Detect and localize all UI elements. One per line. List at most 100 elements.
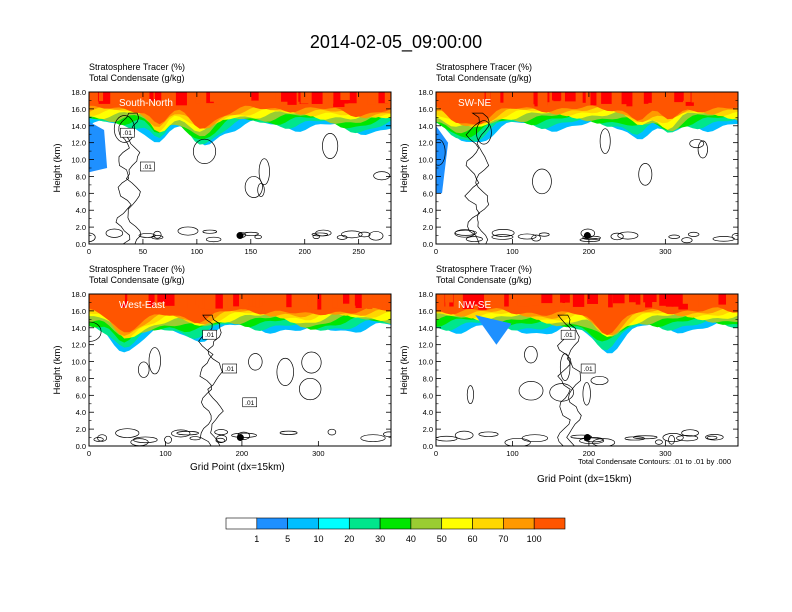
condensate-cell-contour (189, 436, 201, 441)
condensate-cell-contour (706, 435, 718, 440)
condensate-cell-contour (579, 237, 601, 242)
tracer-cell (242, 294, 249, 310)
condensate-cell-contour (301, 351, 322, 374)
contour-note: Total Condensate Contours: .01 to .01 by… (578, 457, 732, 466)
tracer-cell (454, 294, 463, 309)
x-tick-label: 0 (434, 247, 438, 256)
condensate-cell-contour (311, 232, 329, 237)
panel-name: NW-SE (458, 300, 491, 311)
tracer-cell (718, 294, 727, 305)
y-tick-label: 16.0 (71, 105, 86, 114)
tracer-cell (372, 294, 385, 303)
tracer-cell (355, 294, 362, 309)
colorbar-label: 30 (375, 534, 385, 544)
tracer-cell (462, 294, 474, 309)
y-tick-label: 8.0 (76, 172, 86, 181)
colorbar-swatch (410, 517, 443, 530)
tracer-cell (236, 92, 248, 104)
x-tick-label: 200 (583, 247, 596, 256)
contour-label: .01 (123, 130, 132, 137)
panel2-label-line2: Total Condensate (g/kg) (436, 73, 532, 83)
condensate-cell-contour (243, 231, 259, 236)
colorbar-swatch (533, 517, 566, 530)
tracer-cell (148, 294, 155, 307)
tracer-cell (98, 92, 111, 104)
x-tick-label: 300 (312, 449, 325, 458)
y-tick-label: 2.0 (423, 425, 433, 434)
y-tick-label: 2.0 (76, 425, 86, 434)
condensate-cell-contour (322, 132, 339, 159)
y-axis-label: Height (km) (399, 143, 410, 192)
y-axis-label: Height (km) (52, 143, 63, 192)
tracer-cell (143, 92, 150, 106)
tracer-cell (195, 92, 201, 104)
tracer-layer (436, 92, 738, 125)
tracer-cell (517, 294, 529, 307)
colorbar-label: 10 (313, 534, 323, 544)
colorbar-swatch (503, 517, 535, 530)
tracer-cell (645, 294, 653, 308)
tracer-cell (665, 294, 674, 307)
location-marker (236, 434, 244, 442)
tracer-cell (558, 92, 571, 103)
tracer-cell (572, 294, 585, 307)
condensate-cell-contour (491, 234, 514, 240)
tracer-cell (227, 294, 239, 309)
location-marker (583, 232, 591, 240)
tracer-cell (384, 92, 391, 104)
tracer-cell (333, 92, 345, 108)
condensate-cell-contour (504, 438, 531, 446)
condensate-cell-contour (97, 434, 108, 442)
y-tick-label: 18.0 (71, 290, 86, 299)
condensate-cell-contour (231, 432, 257, 438)
panel4-label-line2: Total Condensate (g/kg) (436, 275, 532, 285)
condensate-cell-contour (668, 234, 681, 239)
contour-label: .01 (225, 366, 234, 373)
condensate-plume-contour (464, 112, 490, 244)
tracer-cell (478, 294, 487, 310)
x-tick-label: 200 (298, 247, 311, 256)
y-tick-label: 12.0 (71, 139, 86, 148)
tracer-cell (265, 92, 276, 104)
condensate-cell-contour (662, 433, 684, 443)
condensate-cell-contour (476, 120, 492, 145)
y-tick-label: 6.0 (76, 391, 86, 400)
main-title: 2014-02-05_09:00:00 (309, 32, 483, 52)
panel-4-field (436, 294, 738, 446)
condensate-cell-contour (549, 383, 575, 402)
condensate-cell-contour (610, 232, 624, 241)
colorbar-swatch (348, 517, 381, 530)
tracer-cell (458, 92, 468, 104)
condensate-cell-contour (705, 434, 724, 441)
colorbar-label: 70 (498, 534, 508, 544)
tracer-cell (615, 92, 621, 104)
condensate-cell-contour (681, 429, 699, 437)
panel-2: SW-NE 0.0 2.0 4.0 6.0 8.0 10.0 12.0 14.0 16.0 18.0… (399, 88, 739, 256)
tracer-cell (553, 92, 561, 102)
tracer-cell (378, 92, 389, 104)
tracer-cell (211, 294, 223, 309)
tracer-cell (347, 92, 357, 104)
tracer-cell (287, 92, 297, 105)
tracer-cell (233, 294, 240, 307)
condensate-cell-contour (248, 353, 263, 371)
panel3-label-line1: Stratosphere Tracer (%) (89, 264, 186, 274)
tracer-cell (560, 294, 570, 303)
colorbar-swatch (379, 517, 412, 530)
y-tick-label: 4.0 (423, 206, 433, 215)
condensate-cell-contour (524, 345, 538, 364)
condensate-cell-contour (570, 434, 592, 439)
panel2-label: Stratosphere Tracer (%) Total Condensate… (436, 62, 532, 84)
tracer-cell (576, 92, 583, 107)
panel1-label: Stratosphere Tracer (%) Total Condensate… (89, 62, 185, 84)
y-tick-label: 14.0 (71, 122, 86, 131)
tracer-cell (204, 294, 216, 310)
y-tick-label: 10.0 (71, 156, 86, 165)
condensate-cell-contour (254, 234, 262, 240)
contour-label-box (242, 397, 257, 408)
colorbar-swatch (318, 517, 350, 530)
condensate-cell-contour (517, 233, 537, 240)
condensate-cell-contour (582, 235, 601, 240)
condensate-cell-contour (176, 431, 199, 436)
